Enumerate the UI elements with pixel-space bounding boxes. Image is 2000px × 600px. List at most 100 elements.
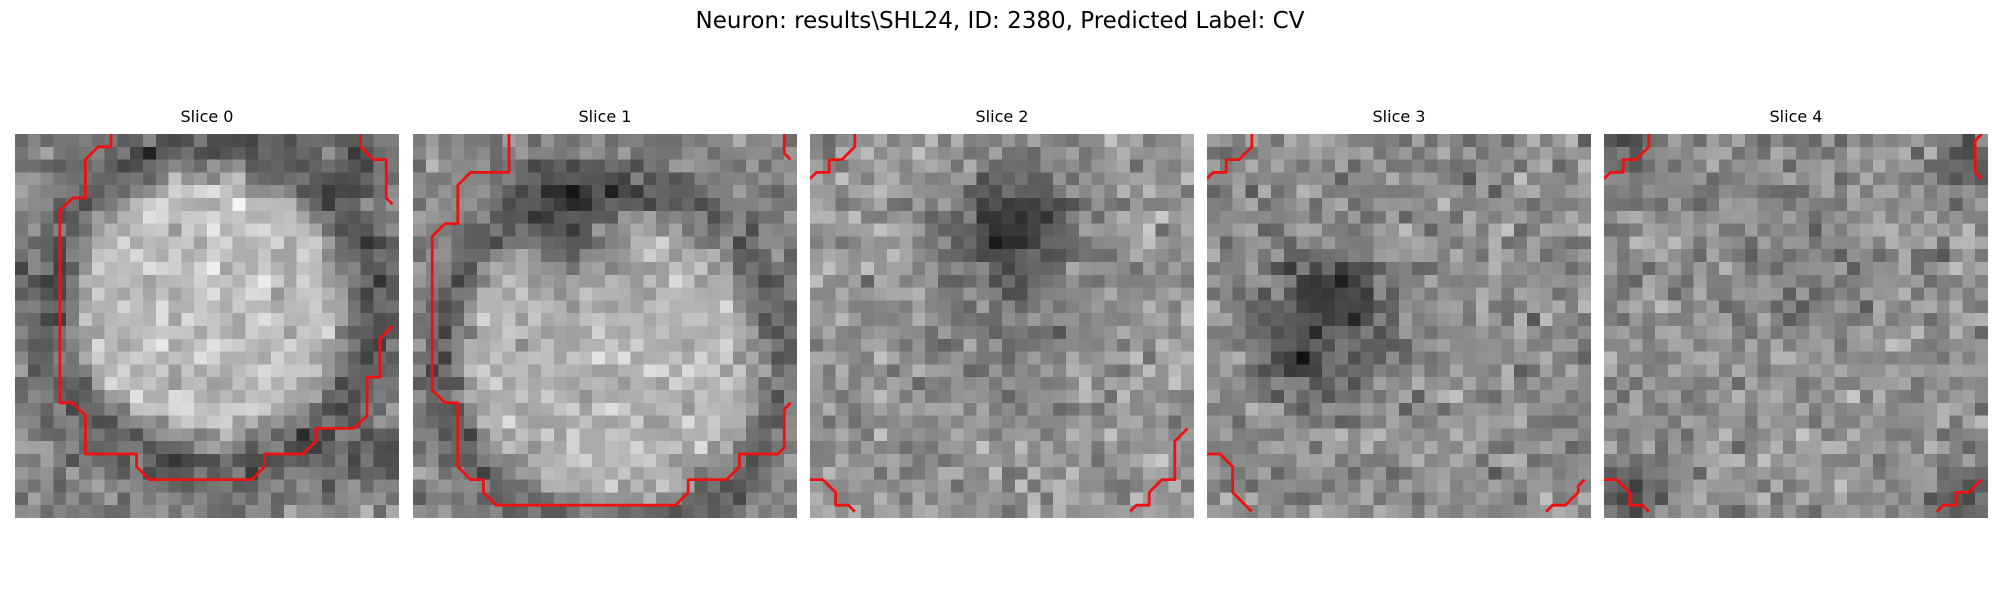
- pixel: [1296, 274, 1310, 288]
- pixel: [874, 287, 888, 301]
- pixel: [1091, 287, 1105, 301]
- pixel: [835, 338, 849, 352]
- pixel: [1014, 466, 1028, 480]
- pixel: [1527, 364, 1541, 378]
- pixel: [1514, 338, 1528, 352]
- pixel: [1680, 364, 1694, 378]
- pixel: [1117, 185, 1131, 199]
- pixel: [451, 505, 465, 518]
- pixel: [1565, 287, 1579, 301]
- pixel: [232, 172, 246, 186]
- pixel: [1014, 390, 1028, 404]
- pixel: [360, 274, 374, 288]
- pixel: [502, 300, 516, 314]
- pixel: [1501, 249, 1515, 263]
- pixel: [912, 492, 926, 506]
- pixel: [1975, 198, 1988, 212]
- pixel: [681, 287, 695, 301]
- pixel: [1207, 402, 1221, 416]
- pixel: [925, 262, 939, 276]
- pixel: [477, 466, 491, 480]
- pixel: [694, 454, 708, 468]
- pixel: [1322, 351, 1336, 365]
- pixel: [515, 326, 529, 340]
- pixel: [1207, 377, 1221, 391]
- pixel: [1757, 466, 1771, 480]
- pixel: [1104, 338, 1118, 352]
- pixel: [515, 505, 529, 518]
- pixel: [1450, 338, 1464, 352]
- pixel: [976, 364, 990, 378]
- pixel: [194, 466, 208, 480]
- pixel: [207, 479, 221, 493]
- pixel: [1066, 390, 1080, 404]
- pixel: [155, 441, 169, 455]
- pixel: [976, 415, 990, 429]
- pixel: [1706, 505, 1720, 518]
- pixel: [835, 505, 849, 518]
- pixel: [1386, 236, 1400, 250]
- pixel: [643, 454, 657, 468]
- pixel: [464, 185, 478, 199]
- pixel: [1053, 287, 1067, 301]
- pixel: [1360, 454, 1374, 468]
- pixel: [27, 198, 41, 212]
- pixel: [822, 377, 836, 391]
- pixel: [181, 377, 195, 391]
- pixel: [1450, 300, 1464, 314]
- pixel: [1373, 198, 1387, 212]
- pixel: [322, 249, 336, 263]
- pixel: [27, 223, 41, 237]
- pixel: [66, 351, 80, 365]
- pixel: [502, 262, 516, 276]
- pixel: [630, 159, 644, 173]
- pixel: [1808, 466, 1822, 480]
- pixel: [1924, 466, 1938, 480]
- pixel: [1347, 492, 1361, 506]
- pixel: [656, 262, 670, 276]
- pixel: [1437, 466, 1451, 480]
- pixel: [1539, 338, 1553, 352]
- pixel: [886, 390, 900, 404]
- pixel: [1309, 326, 1323, 340]
- pixel: [1924, 210, 1938, 224]
- pixel: [1014, 134, 1028, 148]
- pixel: [1245, 351, 1259, 365]
- pixel: [1808, 134, 1822, 148]
- pixel: [720, 274, 734, 288]
- pixel: [1014, 185, 1028, 199]
- pixel: [1142, 134, 1156, 148]
- pixel: [720, 172, 734, 186]
- pixel: [219, 274, 233, 288]
- pixel: [168, 313, 182, 327]
- pixel: [515, 236, 529, 250]
- pixel: [605, 300, 619, 314]
- pixel: [605, 351, 619, 365]
- pixel: [1399, 454, 1413, 468]
- pixel: [694, 146, 708, 160]
- pixel: [541, 300, 555, 314]
- pixel: [1219, 249, 1233, 263]
- pixel: [1872, 236, 1886, 250]
- pixel: [1680, 428, 1694, 442]
- pixel: [1578, 466, 1591, 480]
- pixel: [1898, 262, 1912, 276]
- pixel: [938, 454, 952, 468]
- pixel: [386, 428, 399, 442]
- pixel: [656, 159, 670, 173]
- pixel: [1527, 172, 1541, 186]
- pixel: [155, 428, 169, 442]
- pixel: [1744, 364, 1758, 378]
- pixel: [386, 364, 399, 378]
- pixel: [1130, 300, 1144, 314]
- pixel: [489, 428, 503, 442]
- pixel: [91, 300, 105, 314]
- pixel: [566, 466, 580, 480]
- pixel: [219, 428, 233, 442]
- pixel: [1475, 415, 1489, 429]
- pixel: [322, 402, 336, 416]
- pixel: [143, 236, 157, 250]
- pixel: [810, 300, 824, 314]
- pixel: [283, 466, 297, 480]
- pixel: [835, 159, 849, 173]
